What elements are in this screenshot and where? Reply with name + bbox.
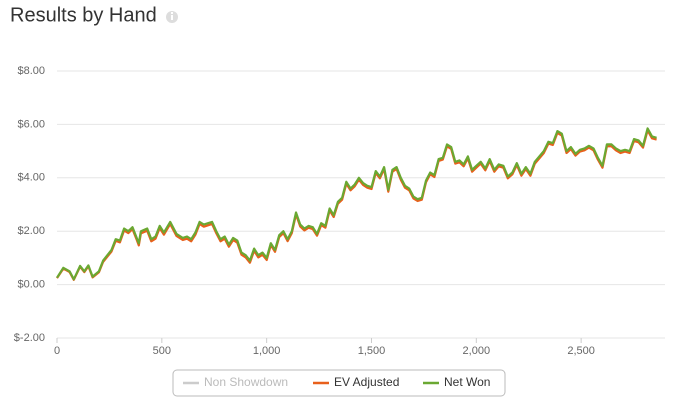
y-tick-label: $-2.00 [14, 332, 45, 344]
x-tick-label: 1,500 [358, 345, 386, 357]
legend-item[interactable]: EV Adjusted [313, 375, 399, 389]
chart-title: Results by Hand [10, 4, 157, 26]
legend-label: Non Showdown [204, 375, 288, 389]
legend-item[interactable]: Non Showdown [183, 375, 288, 389]
x-tick-label: 2,500 [567, 345, 595, 357]
series-line [56, 129, 657, 281]
legend-item[interactable]: Net Won [423, 375, 490, 389]
info-icon-dot [171, 12, 173, 14]
info-icon-stem [171, 15, 173, 20]
x-tick-label: 2,000 [463, 345, 491, 357]
x-tick-label: 500 [153, 345, 171, 357]
series-line [56, 127, 657, 281]
y-tick-label: $4.00 [17, 172, 45, 184]
legend-label: Net Won [444, 375, 490, 389]
x-tick-label: 0 [54, 345, 60, 357]
legend-label: EV Adjusted [334, 375, 399, 389]
y-tick-label: $2.00 [17, 225, 45, 237]
info-icon[interactable] [166, 11, 178, 23]
x-tick-label: 1,000 [253, 345, 281, 357]
legend-box [172, 369, 506, 397]
y-tick-label: $6.00 [17, 118, 45, 130]
y-tick-label: $0.00 [17, 279, 45, 291]
y-tick-label: $8.00 [17, 65, 45, 77]
